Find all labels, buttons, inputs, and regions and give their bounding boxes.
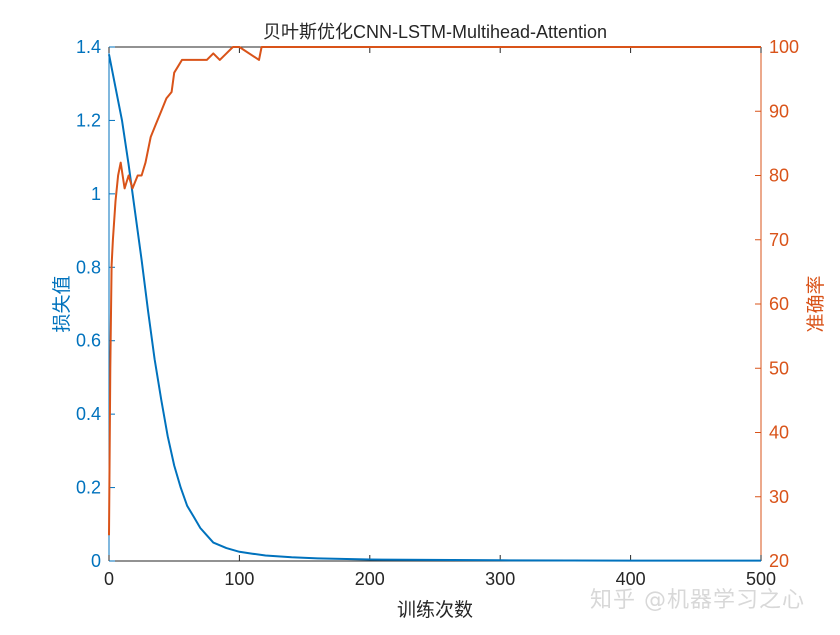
chart-title: 贝叶斯优化CNN-LSTM-Multihead-Attention xyxy=(263,22,607,42)
left-y-tick-label: 0 xyxy=(91,551,101,571)
right-y-tick-label: 70 xyxy=(769,230,789,250)
right-y-tick-label: 20 xyxy=(769,551,789,571)
left-y-tick-label: 0.6 xyxy=(76,331,101,351)
x-tick-label: 400 xyxy=(616,569,646,589)
left-y-tick-label: 0.2 xyxy=(76,478,101,498)
right-y-tick-label: 30 xyxy=(769,487,789,507)
x-tick-label: 500 xyxy=(746,569,776,589)
left-y-tick-label: 1.4 xyxy=(76,37,101,57)
right-y-tick-label: 100 xyxy=(769,37,799,57)
x-tick-label: 300 xyxy=(485,569,515,589)
left-y-axis-label: 损失值 xyxy=(51,275,73,332)
x-tick-label: 0 xyxy=(104,569,114,589)
watermark: 知乎 @机器学习之心 xyxy=(590,588,805,613)
right-y-axis-label: 准确率 xyxy=(805,275,827,332)
accuracy-series-line xyxy=(108,46,761,536)
x-tick-label: 200 xyxy=(355,569,385,589)
right-y-tick-label: 50 xyxy=(769,358,789,378)
x-tick-label: 100 xyxy=(224,569,254,589)
right-y-tick-label: 60 xyxy=(769,294,789,314)
right-y-tick-label: 90 xyxy=(769,101,789,121)
right-y-tick-label: 40 xyxy=(769,423,789,443)
right-y-tick-label: 80 xyxy=(769,166,789,186)
left-y-tick-label: 1.2 xyxy=(76,110,101,130)
left-y-tick-label: 0.4 xyxy=(76,404,101,424)
left-y-tick-label: 0.8 xyxy=(76,257,101,277)
left-y-tick-label: 1 xyxy=(91,184,101,204)
loss-series-line xyxy=(108,54,761,562)
x-axis-label: 训练次数 xyxy=(397,599,473,621)
